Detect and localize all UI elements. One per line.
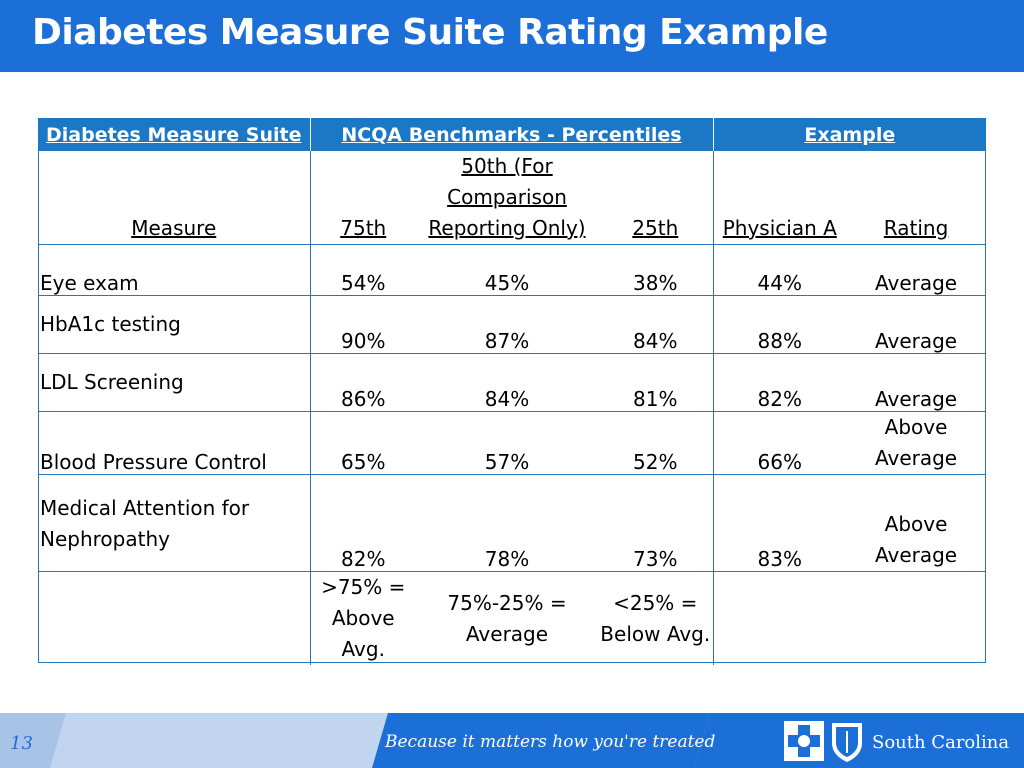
cell-rating: Average (846, 244, 987, 296)
legend-row: >75% = Above Avg. 75%-25% = Average <25%… (38, 571, 987, 665)
cell-physician: 66% (712, 411, 847, 475)
col-header-50th: 50th (For Comparison Reporting Only) (428, 154, 586, 240)
table-row: Eye exam 54% 45% 38% 44% Average (38, 244, 987, 296)
cell-25th: 52% (598, 411, 714, 475)
footer: 13 Because it matters how you're treated… (0, 713, 1024, 768)
legend-average: 75%-25% = Average (416, 571, 598, 665)
cell-25th: 38% (598, 244, 714, 296)
legend-empty-cell (846, 571, 987, 665)
cell-75th: 90% (309, 295, 416, 354)
legend-empty-cell (712, 571, 847, 665)
col-header-rating: Rating (883, 216, 949, 240)
cell-50th: 78% (416, 474, 598, 572)
blue-shield-icon (832, 723, 862, 762)
cell-25th: 81% (598, 353, 714, 412)
legend-below: <25% = Below Avg. (598, 571, 714, 665)
cell-measure: Eye exam (38, 244, 310, 296)
title-bar: Diabetes Measure Suite Rating Example (0, 0, 1024, 72)
cell-physician: 44% (712, 244, 847, 296)
cell-25th: 73% (598, 474, 714, 572)
legend-empty-cell (38, 571, 310, 665)
cell-rating: Average (846, 295, 987, 354)
cell-physician: 88% (712, 295, 847, 354)
page-title: Diabetes Measure Suite Rating Example (32, 12, 828, 53)
header-benchmarks: NCQA Benchmarks - Percentiles (309, 118, 714, 151)
footer-background (0, 713, 1024, 768)
cell-50th: 87% (416, 295, 598, 354)
cell-75th: 86% (309, 353, 416, 412)
cell-rating: Above Average (846, 474, 987, 572)
cell-measure: Medical Attention for Nephropathy (38, 474, 310, 572)
col-header-physician: Physician A (712, 151, 847, 245)
cell-50th: 84% (416, 353, 598, 412)
cell-measure: HbA1c testing (38, 295, 310, 354)
table-row: LDL Screening 86% 84% 81% 82% Average (38, 353, 987, 412)
tagline: Because it matters how you're treated (385, 732, 716, 752)
col-header-25th: 25th (632, 216, 679, 240)
cell-75th: 65% (309, 411, 416, 475)
header-example: Example (712, 118, 987, 151)
cell-50th: 57% (416, 411, 598, 475)
cell-rating: Average (846, 353, 987, 412)
brand-name: South Carolina (872, 732, 1010, 753)
cell-physician: 82% (712, 353, 847, 412)
page-number: 13 (10, 733, 33, 754)
cell-physician: 83% (712, 474, 847, 572)
cell-75th: 54% (309, 244, 416, 296)
col-header-measure: Measure (131, 216, 217, 240)
header-suite: Diabetes Measure Suite (38, 118, 310, 151)
cell-measure: Blood Pressure Control (38, 411, 310, 475)
cell-rating: Above Average (846, 411, 987, 475)
rating-table: Diabetes Measure Suite NCQA Benchmarks -… (38, 118, 987, 665)
blue-cross-icon (784, 721, 824, 761)
col-header-75th: 75th (309, 151, 416, 245)
column-header-row: Measure 75th 50th (For Comparison Report… (38, 151, 986, 245)
group-header-row: Diabetes Measure Suite NCQA Benchmarks -… (38, 118, 987, 151)
cell-50th: 45% (416, 244, 598, 296)
legend-above: >75% = Above Avg. (309, 571, 416, 665)
table-row: HbA1c testing 90% 87% 84% 88% Average (38, 295, 987, 354)
table-row: Medical Attention for Nephropathy 82% 78… (38, 474, 987, 572)
cell-measure: LDL Screening (38, 353, 310, 412)
table-row: Blood Pressure Control 65% 57% 52% 66% A… (38, 411, 987, 475)
cell-75th: 82% (309, 474, 416, 572)
cell-25th: 84% (598, 295, 714, 354)
